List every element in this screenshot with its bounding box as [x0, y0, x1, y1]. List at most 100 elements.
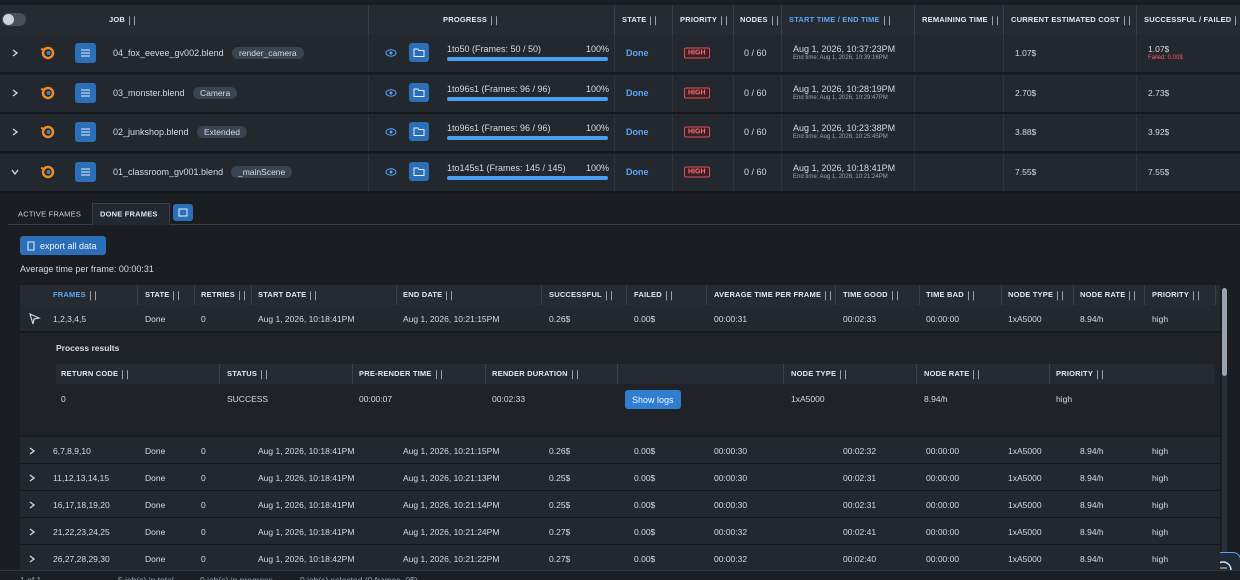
- sort-icon[interactable]: [1057, 290, 1065, 300]
- cell-separator: [614, 35, 615, 72]
- progress-track: [447, 136, 608, 140]
- frame-cell: 8.94/h: [1080, 554, 1104, 564]
- column-separator: [614, 5, 615, 35]
- frame-cell: 8.94/h: [1080, 473, 1104, 483]
- view-icon[interactable]: [385, 167, 397, 177]
- column-header: START TIME / END TIME: [789, 15, 892, 25]
- cell-separator: [1136, 35, 1137, 72]
- failed-cost: Failed: 0.00$: [1148, 55, 1183, 61]
- blender-icon: [40, 165, 55, 178]
- tab[interactable]: [8, 203, 90, 224]
- folder-button[interactable]: [409, 161, 429, 181]
- start-time: Aug 1, 2026, 10:37:23PM: [793, 44, 896, 54]
- sort-icon[interactable]: [891, 290, 900, 300]
- folder-button[interactable]: [409, 43, 429, 62]
- job-nodes: 0 / 60: [744, 87, 767, 98]
- frame-cell: 00:02:33: [843, 314, 877, 324]
- expand-chevron[interactable]: [10, 127, 20, 137]
- view-icon[interactable]: [385, 48, 397, 58]
- start-time: Aug 1, 2026, 10:28:19PM: [793, 83, 896, 94]
- column-separator: [914, 5, 915, 35]
- sort-icon[interactable]: [883, 15, 892, 25]
- show-logs-button[interactable]: [625, 390, 681, 409]
- sort-icon[interactable]: [967, 290, 976, 300]
- column-separator: [396, 285, 397, 305]
- expand-chevron[interactable]: [27, 473, 37, 483]
- sort-icon[interactable]: [491, 15, 499, 25]
- expand-chevron[interactable]: [10, 88, 20, 98]
- frame-cell: 00:02:40: [843, 554, 877, 564]
- sort-icon[interactable]: [122, 369, 130, 379]
- job-name: 04_fox_eevee_gv002.blend: [113, 48, 224, 58]
- sort-icon[interactable]: [89, 290, 98, 300]
- export-button[interactable]: [20, 236, 106, 255]
- frame-cell: 0.26$: [549, 314, 571, 324]
- settings-button[interactable]: [75, 122, 96, 142]
- frame-cell: 0: [201, 527, 206, 537]
- sort-icon[interactable]: [973, 369, 981, 379]
- sort-icon[interactable]: [435, 369, 444, 379]
- sort-icon[interactable]: [825, 290, 833, 300]
- export-label: export all data: [40, 241, 97, 251]
- frame-cell: Done: [145, 314, 166, 324]
- expand-button[interactable]: [173, 204, 193, 221]
- column-separator: [1001, 285, 1002, 305]
- sort-icon[interactable]: [446, 290, 454, 300]
- column-separator: [219, 364, 220, 384]
- cell-separator: [614, 114, 615, 151]
- sort-icon[interactable]: [605, 290, 614, 300]
- priority-badge: HIGH: [684, 126, 710, 138]
- sort-icon[interactable]: [721, 15, 729, 25]
- sort-icon[interactable]: [650, 15, 658, 25]
- sort-icon[interactable]: [310, 290, 318, 300]
- sort-icon[interactable]: [991, 15, 1000, 25]
- frame-cell: 00:00:30: [714, 446, 748, 456]
- job-row: [0, 35, 1240, 74]
- end-time: End time: Aug 1, 2026, 10:29:47PM: [793, 94, 888, 101]
- scrollbar[interactable]: [1222, 288, 1227, 570]
- expand-chevron[interactable]: [27, 446, 37, 456]
- expand-chevron[interactable]: [27, 500, 37, 510]
- sort-icon[interactable]: [771, 15, 780, 25]
- settings-button[interactable]: [75, 82, 96, 103]
- sort-icon[interactable]: [238, 290, 247, 300]
- expand-chevron[interactable]: [27, 554, 37, 564]
- progress-track: [447, 57, 608, 61]
- view-icon[interactable]: [385, 88, 397, 98]
- expand-chevron[interactable]: [10, 48, 20, 58]
- sort-icon[interactable]: [1129, 290, 1137, 300]
- frame-cell: 0.00$: [634, 527, 656, 537]
- folder-button[interactable]: [409, 122, 429, 141]
- cell-separator: [368, 153, 369, 191]
- sort-icon[interactable]: [571, 369, 580, 379]
- column-header: REMAINING TIME: [922, 15, 1000, 25]
- sort-icon[interactable]: [1123, 15, 1132, 25]
- frame-cell: 0.00$: [634, 554, 656, 564]
- sort-icon[interactable]: [1235, 15, 1240, 25]
- column-separator: [352, 364, 353, 384]
- sort-icon[interactable]: [665, 290, 674, 300]
- expand-chevron[interactable]: [27, 527, 37, 537]
- process-cell: 00:00:07: [359, 394, 393, 404]
- job-tag: Extended: [197, 126, 247, 138]
- sort-icon[interactable]: [1097, 369, 1105, 379]
- toggle[interactable]: [2, 13, 26, 26]
- folder-button[interactable]: [409, 82, 429, 102]
- view-icon[interactable]: [385, 127, 397, 137]
- sort-icon[interactable]: [1193, 290, 1201, 300]
- column-header: RETURN CODE: [61, 369, 130, 379]
- sort-icon[interactable]: [173, 290, 181, 300]
- frame-cell: 0.00$: [634, 446, 656, 456]
- sort-icon[interactable]: [840, 369, 848, 379]
- sort-icon[interactable]: [261, 369, 269, 379]
- frame-cell: high: [1152, 554, 1169, 564]
- job-state: Done: [626, 166, 649, 177]
- settings-button[interactable]: [75, 43, 96, 63]
- column-header: PRE-RENDER TIME: [359, 369, 444, 379]
- expand-chevron[interactable]: [10, 167, 20, 177]
- tab-active[interactable]: [92, 203, 170, 225]
- sort-icon[interactable]: [129, 15, 137, 25]
- settings-button[interactable]: [75, 161, 96, 182]
- frame-cell: 00:00:00: [926, 500, 960, 510]
- collapse-icon[interactable]: [28, 312, 41, 326]
